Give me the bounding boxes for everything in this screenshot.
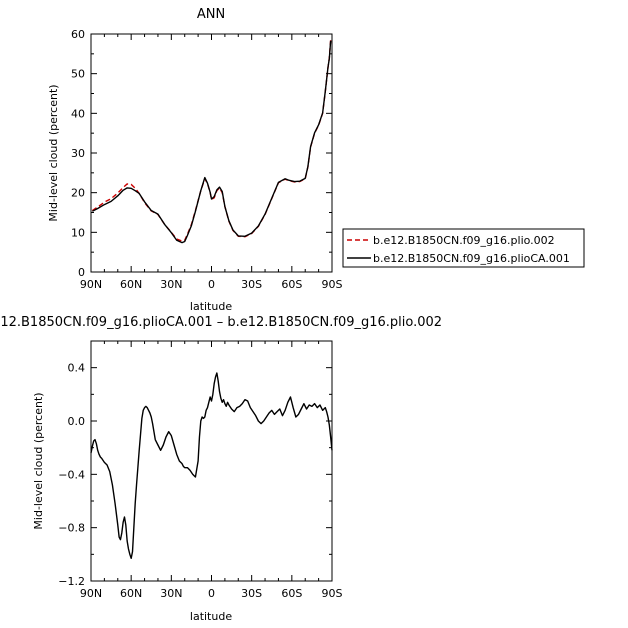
- bottom-y-tick-label: 0.0: [68, 415, 86, 428]
- legend: b.e12.B1850CN.f09_g16.plio.002 b.e12.B18…: [342, 228, 585, 268]
- top-y-tick-label: 10: [71, 226, 85, 239]
- top-chart-title: ANN: [197, 7, 225, 22]
- bottom-panel: b.e12.B1850CN.f09_g16.plioCA.001 – b.e12…: [0, 315, 442, 623]
- top-y-tick-label: 0: [78, 266, 85, 279]
- top-x-tick-label: 30S: [241, 278, 262, 291]
- bottom-x-tick-label: 60N: [120, 587, 142, 600]
- top-series-line-0: [91, 39, 332, 242]
- bottom-y-axis-label: Mid-level cloud (percent): [32, 392, 45, 529]
- bottom-y-tick-label: −1.2: [58, 575, 85, 588]
- bottom-x-tick-label: 30N: [160, 587, 182, 600]
- bottom-y-tick-label: 0.4: [68, 362, 86, 375]
- top-y-tick-label: 20: [71, 187, 85, 200]
- top-y-tick-label: 40: [71, 107, 85, 120]
- bottom-series-line-0: [90, 372, 333, 560]
- top-series-line-1: [92, 40, 332, 244]
- legend-box: [342, 228, 585, 268]
- bottom-x-tick-label: 90N: [80, 587, 102, 600]
- top-x-tick-label: 90S: [322, 278, 343, 291]
- top-panel: ANN 90N 60N 30N 0 30S 60S 90S 0 10 20 30 40 50 60 lat…: [47, 7, 585, 313]
- bottom-x-axis-label: latitude: [190, 610, 232, 623]
- top-axis-ticks: 90N 60N 30N 0 30S 60S 90S 0 10 20 30 40 50 60: [71, 28, 343, 291]
- top-x-tick-label: 60S: [281, 278, 302, 291]
- top-x-axis-label: latitude: [190, 300, 232, 313]
- top-plot-frame: [90, 33, 333, 273]
- bottom-x-tick-label: 0: [208, 587, 215, 600]
- top-x-tick-label: 60N: [120, 278, 142, 291]
- top-y-tick-label: 60: [71, 28, 85, 41]
- legend-label-plioca-001: b.e12.B1850CN.f09_g16.plioCA.001: [373, 252, 570, 265]
- top-x-tick-label: 30N: [160, 278, 182, 291]
- bottom-y-tick-label: −0.8: [58, 522, 85, 535]
- top-x-tick-label: 90N: [80, 278, 102, 291]
- top-x-tick-label: 0: [208, 278, 215, 291]
- bottom-x-tick-label: 90S: [322, 587, 343, 600]
- top-y-tick-label: 30: [71, 147, 85, 160]
- bottom-axis-ticks: 90N 60N 30N 0 30S 60S 90S 0.4 0.0 −0.4 −0.8 −1.2: [58, 341, 343, 600]
- top-series-lines: [91, 39, 332, 244]
- bottom-chart-title: b.e12.B1850CN.f09_g16.plioCA.001 – b.e12…: [0, 315, 442, 330]
- top-y-tick-label: 50: [71, 68, 85, 81]
- bottom-series-lines: [90, 372, 333, 560]
- bottom-x-tick-label: 30S: [241, 587, 262, 600]
- top-y-axis-label: Mid-level cloud (percent): [47, 84, 60, 221]
- bottom-x-tick-label: 60S: [281, 587, 302, 600]
- bottom-y-tick-label: −0.4: [58, 468, 85, 481]
- legend-label-plio-002: b.e12.B1850CN.f09_g16.plio.002: [373, 234, 555, 247]
